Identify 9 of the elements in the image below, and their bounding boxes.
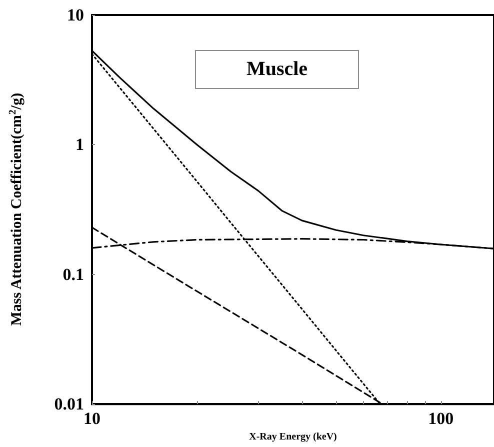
y-tick-label: 0.01 [54, 394, 84, 414]
y-axis-title: Mass Attenuation Coefficient(cm2/g) [8, 92, 25, 326]
y-tick-label: 1 [76, 135, 84, 154]
label-frame: Muscle [195, 50, 359, 89]
x-tick-label: 100 [428, 409, 454, 428]
y-tick-label: 10 [67, 6, 84, 24]
annotation: Muscle [246, 58, 308, 80]
y-tick-label: 0.1 [62, 264, 84, 284]
x-axis-title: X-Ray Energy (keV) [249, 432, 337, 442]
